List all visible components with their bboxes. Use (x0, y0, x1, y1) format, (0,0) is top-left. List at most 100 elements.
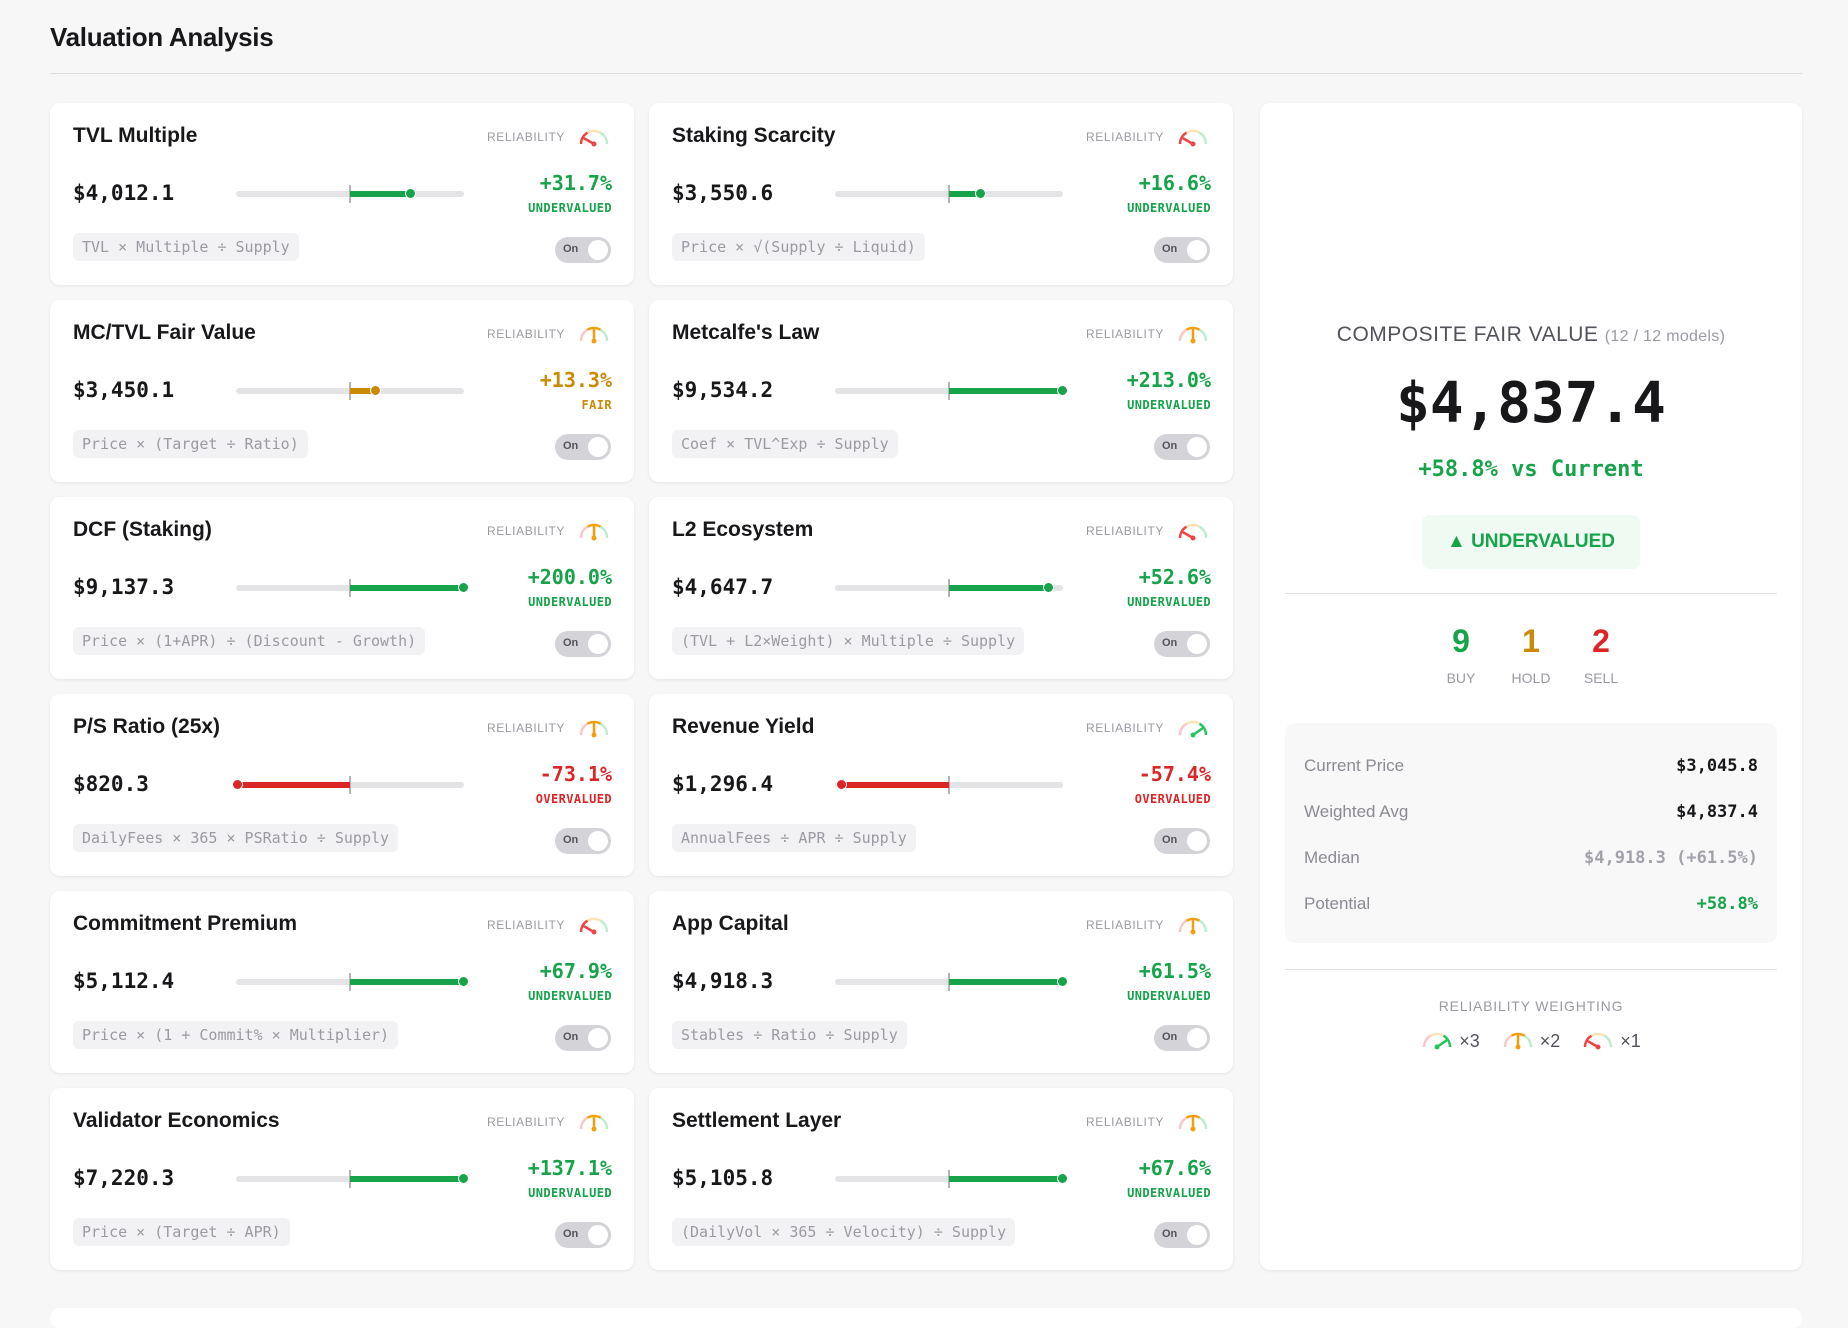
toggle-knob (588, 1225, 608, 1245)
model-value: $9,137.3 (73, 575, 175, 599)
count-value: 1 (1522, 623, 1540, 659)
model-toggle[interactable]: On (1154, 434, 1210, 460)
signal-counts: 9 BUY 1 HOLD 2 SELL (1260, 623, 1802, 686)
reliability-low-gauge-icon (1177, 125, 1209, 147)
reliability-label: RELIABILITY (1086, 918, 1164, 932)
reliability-label: RELIABILITY (487, 1115, 565, 1129)
model-value: $9,534.2 (672, 378, 774, 402)
deviation-bar (236, 1170, 469, 1188)
deviation-dot (1043, 582, 1055, 593)
count-label: BUY (1446, 670, 1476, 686)
stat-row: Current Price $3,045.8 (1304, 743, 1758, 789)
deviation-bar (835, 185, 1063, 203)
deviation-dot (1057, 976, 1068, 987)
model-name: DCF (Staking) (73, 518, 212, 541)
formula: Price × (1 + Commit% × Multiplier) (73, 1021, 399, 1049)
current-price-marker (948, 776, 950, 794)
model-toggle[interactable]: On (555, 434, 611, 460)
toggle-label: On (563, 834, 579, 846)
deviation-bar (236, 382, 464, 400)
deviation-pct: +13.3% (539, 368, 612, 392)
weighting-item: ×1 (1582, 1028, 1641, 1055)
reliability-label: RELIABILITY (487, 130, 565, 144)
verdict: UNDERVALUED (1127, 595, 1211, 609)
formula: AnnualFees ÷ APR ÷ Supply (672, 824, 916, 852)
reliability-label: RELIABILITY (487, 327, 565, 341)
verdict: UNDERVALUED (1127, 989, 1211, 1003)
toggle-knob (1187, 1028, 1207, 1048)
weighting-title: RELIABILITY WEIGHTING (1438, 998, 1624, 1014)
formula: Price × (Target ÷ Ratio) (73, 430, 308, 458)
model-value: $7,220.3 (73, 1166, 175, 1190)
model-toggle[interactable]: On (1154, 1025, 1210, 1051)
formula: DailyFees × 365 × PSRatio ÷ Supply (73, 824, 399, 852)
deviation-fill (949, 388, 1062, 394)
model-toggle[interactable]: On (555, 237, 611, 263)
reliability-low-gauge-icon (578, 913, 610, 935)
toggle-knob (1187, 831, 1207, 851)
toggle-label: On (563, 1228, 579, 1240)
model-toggle[interactable]: On (555, 1222, 611, 1248)
weighting-item: ×2 (1502, 1028, 1561, 1055)
deviation-pct: +61.5% (1138, 959, 1211, 983)
model-card: P/S Ratio (25x) RELIABILITY $820.3 -73.1… (50, 694, 634, 876)
count-label: SELL (1583, 670, 1619, 686)
model-value: $5,105.8 (672, 1166, 774, 1190)
model-toggle[interactable]: On (555, 1025, 611, 1051)
deviation-dot (404, 188, 416, 199)
next-section (50, 1308, 1802, 1328)
model-card: Metcalfe's Law RELIABILITY $9,534.2 +213… (649, 300, 1233, 482)
formula: Price × √(Supply ÷ Liquid) (672, 233, 925, 261)
divider (50, 73, 1802, 74)
toggle-label: On (1162, 1031, 1178, 1043)
stat-value: $4,837.4 (1676, 802, 1758, 822)
model-toggle[interactable]: On (555, 828, 611, 854)
reliability-mid-gauge-icon (1177, 1110, 1209, 1132)
toggle-knob (588, 1028, 608, 1048)
reliability-label: RELIABILITY (1086, 327, 1164, 341)
composite-value: $4,837.4 (1396, 371, 1666, 436)
model-name: Staking Scarcity (672, 124, 836, 147)
formula: Stables ÷ Ratio ÷ Supply (672, 1021, 907, 1049)
model-toggle[interactable]: On (555, 631, 611, 657)
model-name: Commitment Premium (73, 912, 298, 935)
composite-panel: COMPOSITE FAIR VALUE (12 / 12 models) $4… (1260, 103, 1802, 1270)
deviation-pct: -73.1% (539, 762, 612, 786)
count-value: 9 (1452, 623, 1470, 659)
weighting-item: ×3 (1421, 1028, 1480, 1055)
toggle-knob (1187, 1225, 1207, 1245)
triangle-up-icon: ▲ (1446, 531, 1466, 552)
model-name: L2 Ecosystem (672, 518, 814, 541)
deviation-fill (350, 1176, 463, 1182)
stat-label: Weighted Avg (1304, 802, 1409, 821)
deviation-fill (949, 191, 981, 197)
model-value: $3,550.6 (672, 181, 774, 205)
model-toggle[interactable]: On (1154, 631, 1210, 657)
deviation-bar (236, 579, 469, 597)
deviation-fill (949, 979, 1062, 985)
reliability-mid-gauge-icon (1502, 1028, 1534, 1055)
deviation-pct: +67.9% (539, 959, 612, 983)
reliability-label: RELIABILITY (1086, 524, 1164, 538)
model-card: Settlement Layer RELIABILITY $5,105.8 +6… (649, 1088, 1233, 1270)
weight-multiplier: ×2 (1539, 1031, 1561, 1051)
weight-multiplier: ×3 (1459, 1031, 1480, 1051)
model-toggle[interactable]: On (1154, 828, 1210, 854)
model-value: $3,450.1 (73, 378, 175, 402)
deviation-dot (458, 976, 469, 987)
count-hold: 1 HOLD (1512, 623, 1551, 686)
model-card: Revenue Yield RELIABILITY $1,296.4 -57.4… (649, 694, 1233, 876)
verdict: OVERVALUED (535, 792, 612, 806)
current-price-marker (349, 776, 351, 794)
deviation-dot (1057, 1173, 1068, 1184)
deviation-fill (350, 585, 463, 591)
model-card: DCF (Staking) RELIABILITY $9,137.3 +200.… (50, 497, 634, 679)
deviation-fill (350, 388, 376, 394)
deviation-dot (370, 385, 382, 396)
model-toggle[interactable]: On (1154, 237, 1210, 263)
model-card: TVL Multiple RELIABILITY $4,012.1 +31.7%… (50, 103, 634, 285)
reliability-mid-gauge-icon (578, 1110, 610, 1132)
count-value: 2 (1592, 623, 1610, 659)
model-toggle[interactable]: On (1154, 1222, 1210, 1248)
formula: TVL × Multiple ÷ Supply (73, 233, 299, 261)
